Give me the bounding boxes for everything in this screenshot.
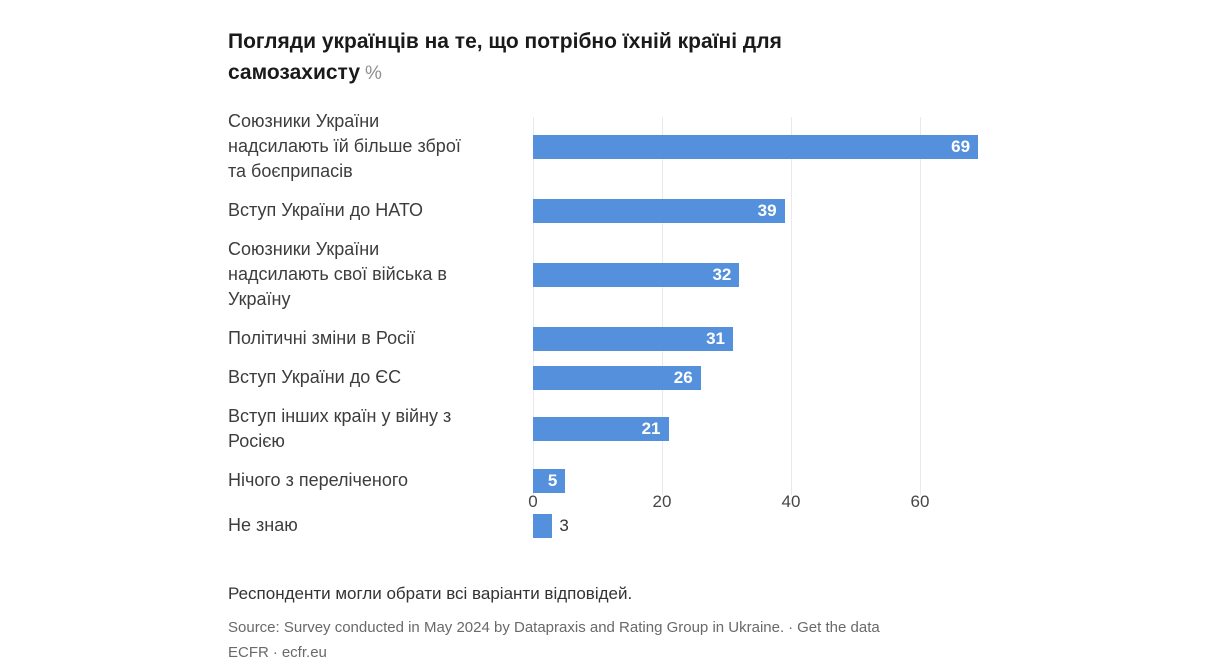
chart-container: Погляди українців на те, що потрібно їхн… [228,26,1018,665]
x-axis-tick-label: 40 [781,492,801,511]
category-label: Союзники України надсилають свої війська… [228,239,447,309]
category-label: Союзники України надсилають їй більше зб… [228,111,461,181]
chart-row: Союзники України надсилають свої війська… [228,237,1018,312]
chart-row: Вступ України до ЄС 26 [228,365,1018,390]
bar-value-label: 26 [673,367,693,387]
chart-source: Source: Survey conducted in May 2024 by … [228,616,1018,640]
separator-dot: · [272,644,278,661]
below-axis-rows: Не знаю 3 [228,513,1018,538]
bar: 31 [533,326,733,351]
chart-row: Вступ України до НАТО 39 [228,198,1018,223]
bar-chart: Союзники України надсилають їй більше зб… [228,109,1018,538]
gridline [533,117,534,495]
category-label: Не знаю [228,515,298,535]
bar-value-label: 69 [951,136,971,156]
gridline [920,117,921,495]
chart-title: Погляди українців на те, що потрібно їхн… [228,26,928,89]
gridline [662,117,663,495]
bar: 5 [533,468,566,493]
get-the-data-link[interactable]: Get the data [797,619,880,636]
bar-cell: 32 [533,262,1018,287]
bar-cell: 39 [533,198,1018,223]
chart-row: Вступ інших країн у війну з Росією 21 [228,404,1018,454]
bar-value-label: 31 [706,328,725,348]
bar-value-label: 21 [641,419,661,438]
bar-value-label: 32 [712,264,732,284]
bar-cell: 21 [533,417,1018,441]
chart-notes: Респонденти могли обрати всі варіанти ві… [228,584,633,603]
bar: 39 [533,198,785,223]
chart-title-unit: % [365,63,382,84]
bar-value-label: 5 [547,470,558,490]
bar-value-label: 39 [757,200,777,220]
category-label: Вступ інших країн у війну з Росією [228,406,452,451]
x-axis-tick-label: 0 [528,492,538,511]
bar: 21 [533,417,669,441]
x-axis: 0 20 40 60 [228,492,1018,511]
chart-row: Нічого з переліченого 5 [228,468,1018,493]
chart-byline: ECFR · ecfr.eu [228,641,1018,665]
category-label: Вступ України до ЄС [228,367,402,387]
bar: 26 [533,365,701,390]
bar: 69 [533,134,979,159]
chart-row: Не знаю 3 [228,513,1018,538]
category-label: Політичні зміни в Росії [228,328,416,348]
chart-title-text: Погляди українців на те, що потрібно їхн… [228,30,782,84]
bar: 32 [533,262,740,287]
x-axis-tick-label: 20 [652,492,672,511]
plot-area: Союзники України надсилають їй більше зб… [228,109,1018,495]
byline-org: ECFR [228,644,269,661]
chart-row: Політичні зміни в Росії 31 [228,326,1018,351]
category-label: Вступ України до НАТО [228,200,424,220]
x-axis-tick-label: 60 [910,492,930,511]
bar-cell: 69 [533,134,1018,159]
bar-cell: 3 [533,513,1018,538]
bar-cell: 31 [533,326,1018,351]
bar [533,513,553,538]
gridline [791,117,792,495]
chart-row: Союзники України надсилають їй більше зб… [228,109,1018,184]
source-text: Source: Survey conducted in May 2024 by … [228,619,785,636]
bar-cell: 26 [533,365,1018,390]
separator-dot: · [788,619,794,636]
bar-cell: 5 [533,468,1018,493]
ecfr-site-link[interactable]: ecfr.eu [281,644,327,661]
category-label: Нічого з переліченого [228,470,409,490]
bar-value-label: 3 [559,515,569,535]
